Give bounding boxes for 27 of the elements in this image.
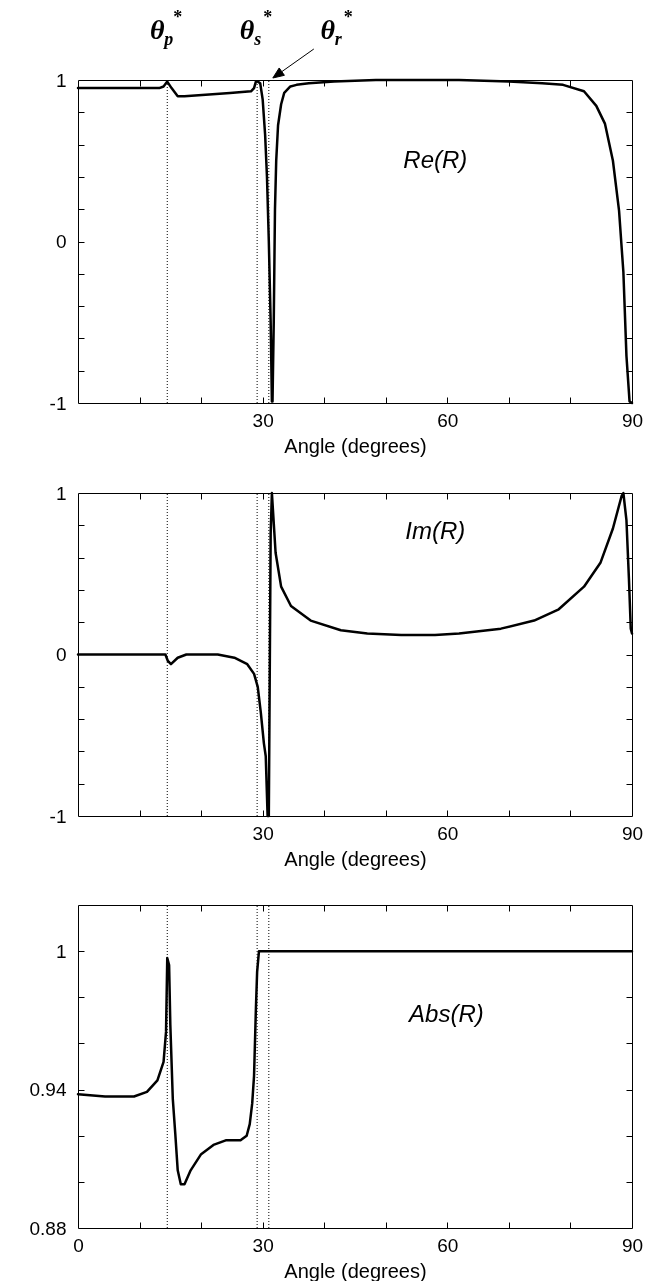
x-tick-label: 90 <box>621 1234 644 1256</box>
y-tick-label: 1 <box>55 482 67 504</box>
y-tick-label: -1 <box>49 392 67 414</box>
x-axis-title: Angle (degrees) <box>284 847 427 870</box>
y-tick-label: -1 <box>49 805 67 827</box>
y-tick-label: 1 <box>55 940 67 962</box>
x-tick-label: 90 <box>621 409 644 431</box>
x-tick-label: 90 <box>621 822 644 844</box>
x-tick-label: 60 <box>437 1234 459 1256</box>
line-series <box>76 491 634 818</box>
series-label: Re(R) <box>403 145 468 173</box>
y-tick-label: 0.94 <box>29 1079 67 1101</box>
y-tick-label: 0.88 <box>29 1217 67 1239</box>
x-tick-label: 30 <box>252 1234 274 1256</box>
x-tick-label: 0 <box>73 1234 84 1256</box>
line-series <box>76 78 634 405</box>
y-tick-label: 0 <box>55 644 67 665</box>
series-label: Im(R) <box>405 516 466 544</box>
x-axis-title: Angle (degrees) <box>284 1259 427 1281</box>
x-tick-label: 60 <box>437 822 459 844</box>
x-tick-label: 60 <box>437 409 459 431</box>
y-tick-label: 1 <box>55 69 67 91</box>
x-tick-label: 30 <box>252 822 274 844</box>
x-tick-label: 30 <box>252 409 274 431</box>
series-label: Abs(R) <box>409 999 484 1027</box>
x-axis-title: Angle (degrees) <box>284 434 427 457</box>
y-tick-label: 0 <box>55 231 67 252</box>
